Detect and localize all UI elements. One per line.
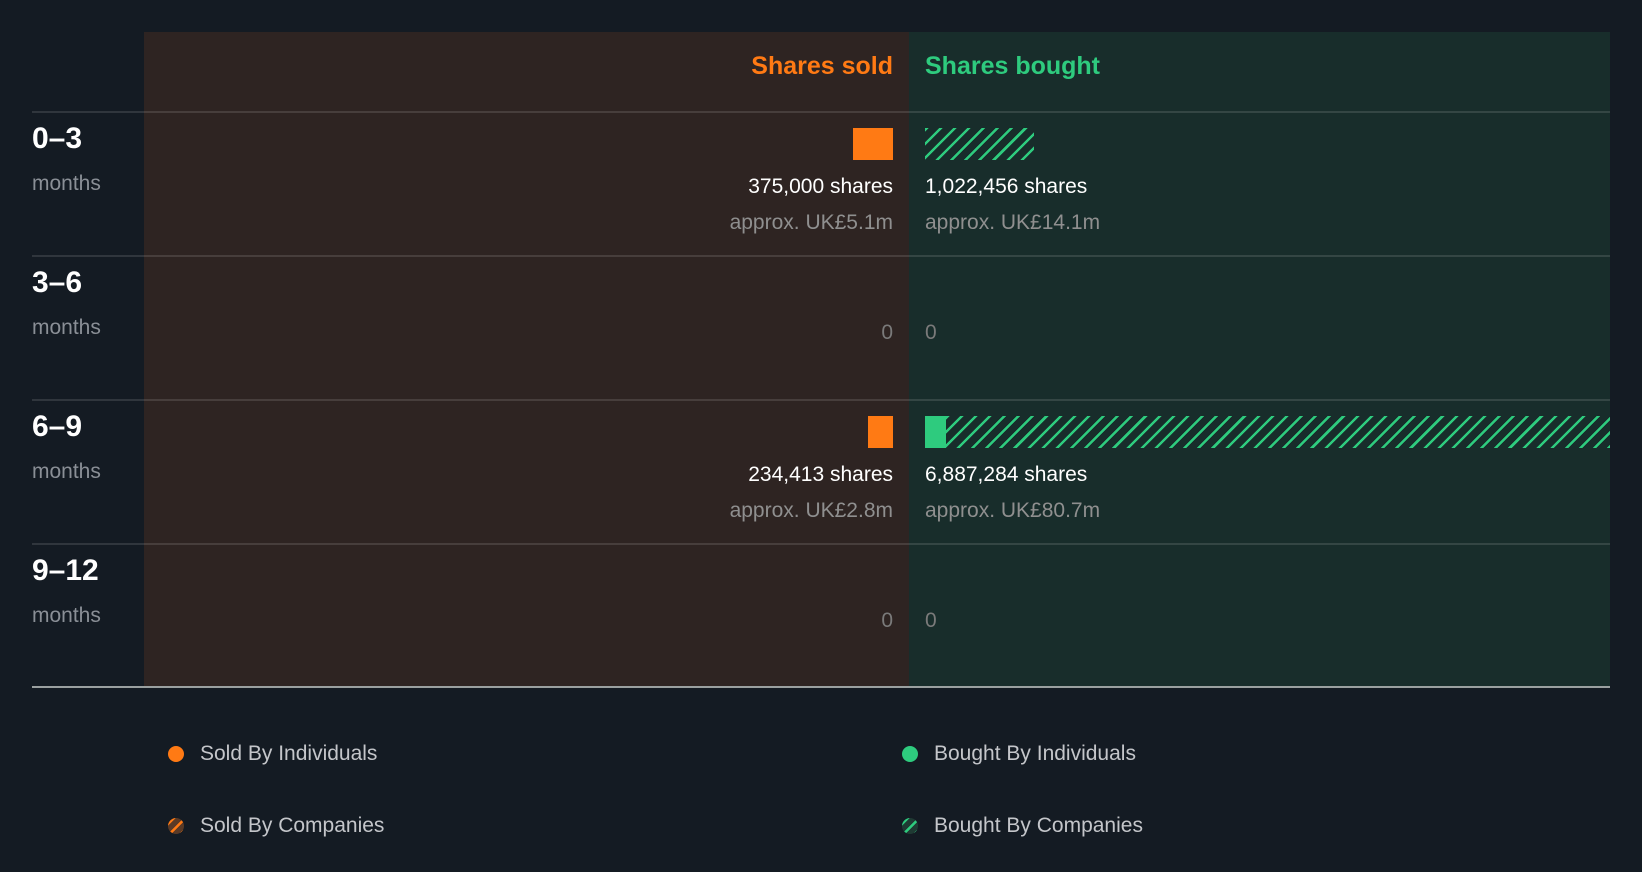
row-divider	[32, 255, 1610, 257]
row-divider	[32, 399, 1610, 401]
period-row-3-6: 3–6 months 0 0	[0, 256, 1642, 400]
bought-value-text: approx. UK£80.7m	[925, 499, 1101, 522]
bought-individuals-bar[interactable]	[925, 416, 946, 448]
legend-label: Sold By Companies	[200, 814, 385, 837]
period-unit: months	[32, 604, 101, 627]
period-row-6-9: 6–9 months 234,413 shares approx. UK£2.8…	[0, 400, 1642, 544]
sold-value-text: approx. UK£5.1m	[729, 211, 893, 234]
period-range: 3–6	[32, 266, 83, 299]
green-hatched-dot-icon	[902, 818, 918, 834]
legend-sold-companies[interactable]: Sold By Companies	[168, 814, 384, 838]
orange-dot-icon	[168, 746, 184, 762]
bought-shares-text: 6,887,284 shares	[925, 463, 1088, 486]
bought-zero-text: 0	[925, 609, 937, 632]
green-dot-icon	[902, 746, 918, 762]
legend-bought-individuals[interactable]: Bought By Individuals	[902, 742, 1136, 766]
bought-companies-bar[interactable]	[925, 128, 1034, 160]
period-range: 0–3	[32, 122, 83, 155]
shares-bought-header: Shares bought	[925, 52, 1101, 80]
legend-label: Bought By Individuals	[934, 742, 1136, 765]
shares-sold-header: Shares sold	[751, 52, 893, 80]
sold-zero-text: 0	[881, 609, 893, 632]
legend-label: Sold By Individuals	[200, 742, 378, 765]
sold-shares-text: 375,000 shares	[748, 175, 893, 198]
sold-shares-text: 234,413 shares	[748, 463, 893, 486]
x-axis-line	[32, 686, 1610, 688]
legend-bought-companies[interactable]: Bought By Companies	[902, 814, 1143, 838]
bought-zero-text: 0	[925, 321, 937, 344]
legend-sold-individuals[interactable]: Sold By Individuals	[168, 742, 377, 766]
period-unit: months	[32, 316, 101, 339]
period-row-0-3: 0–3 months 375,000 shares approx. UK£5.1…	[0, 112, 1642, 256]
orange-hatched-dot-icon	[168, 818, 184, 834]
sold-individuals-bar[interactable]	[853, 128, 893, 160]
period-row-9-12: 9–12 months 0 0	[0, 544, 1642, 688]
bought-companies-bar[interactable]	[946, 416, 1610, 448]
row-divider	[32, 111, 1610, 113]
bought-shares-text: 1,022,456 shares	[925, 175, 1088, 198]
sold-value-text: approx. UK£2.8m	[729, 499, 893, 522]
sold-individuals-bar[interactable]	[868, 416, 893, 448]
period-unit: months	[32, 172, 101, 195]
sold-zero-text: 0	[881, 321, 893, 344]
period-range: 9–12	[32, 554, 99, 587]
bought-value-text: approx. UK£14.1m	[925, 211, 1101, 234]
period-range: 6–9	[32, 410, 83, 443]
legend-label: Bought By Companies	[934, 814, 1143, 837]
sold-panel	[144, 32, 909, 687]
period-unit: months	[32, 460, 101, 483]
row-divider	[32, 543, 1610, 545]
